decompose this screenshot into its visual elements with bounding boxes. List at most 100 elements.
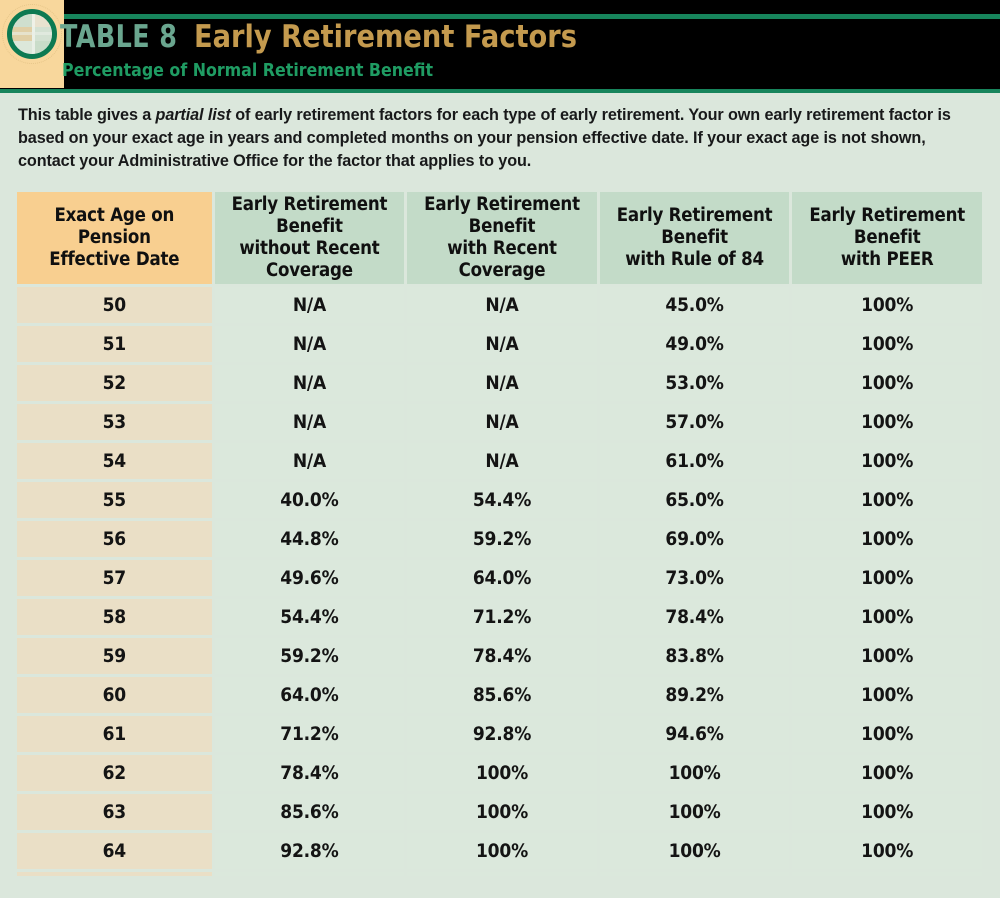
logo-tile	[0, 0, 64, 88]
table-header-row: Exact Age on Pension Effective Date Earl…	[17, 192, 982, 284]
peer-cell: 100%	[792, 755, 982, 791]
without-recent-coverage-cell: N/A	[214, 365, 405, 401]
age-cell: 57	[17, 560, 212, 596]
peer-cell: 100%	[792, 521, 982, 557]
column-header-line-2: Effective Date	[49, 249, 180, 270]
peer-cell: 100%	[792, 482, 982, 518]
with-recent-coverage-cell: 64.0%	[407, 560, 597, 596]
peer-cell: 100%	[792, 404, 982, 440]
without-recent-coverage-cell: 44.8%	[214, 521, 405, 557]
age-cell: 60	[17, 677, 212, 713]
with-recent-coverage-cell: 78.4%	[407, 638, 597, 674]
age-cell: 56	[17, 521, 212, 557]
rule-of-84-cell: 65.0%	[599, 482, 790, 518]
age-cell: 53	[17, 404, 212, 440]
column-header-with-recent-coverage: Early Retirement Benefit with Recent Cov…	[407, 192, 597, 284]
with-recent-coverage-cell: 59.2%	[407, 521, 597, 557]
column-header-line-1: Early Retirement Benefit	[616, 205, 773, 248]
rule-of-84-cell: 89.2%	[599, 677, 790, 713]
age-cell: 64	[17, 833, 212, 869]
table-row: 58 54.4% 71.2% 78.4% 100%	[17, 599, 982, 635]
with-recent-coverage-cell: N/A	[407, 404, 597, 440]
column-header-exact-age: Exact Age on Pension Effective Date	[17, 192, 212, 284]
rule-of-84-cell: 94.6%	[599, 716, 790, 752]
with-recent-coverage-cell: 71.2%	[407, 599, 597, 635]
age-cell: 59	[17, 638, 212, 674]
header-top-rule	[0, 14, 1000, 19]
with-recent-coverage-cell: 100%	[407, 833, 597, 869]
peer-cell: 100%	[792, 638, 982, 674]
table-row: 52 N/A N/A 53.0% 100%	[17, 365, 982, 401]
page-title: TABLE 8 Early Retirement Factors	[60, 22, 629, 53]
with-recent-coverage-cell: 85.6%	[407, 677, 597, 713]
with-recent-coverage-cell: N/A	[407, 365, 597, 401]
table-row: 51 N/A N/A 49.0% 100%	[17, 326, 982, 362]
table-row: 59 59.2% 78.4% 83.8% 100%	[17, 638, 982, 674]
rule-of-84-cell: 100%	[599, 833, 790, 869]
rule-of-84-cell: 45.0%	[599, 287, 790, 323]
without-recent-coverage-cell: 78.4%	[214, 755, 405, 791]
page-header-bar: TABLE 8 Early Retirement Factors Percent…	[0, 0, 1000, 93]
rule-of-84-cell: 53.0%	[599, 365, 790, 401]
with-recent-coverage-cell: 92.8%	[407, 716, 597, 752]
without-recent-coverage-cell: 85.6%	[214, 794, 405, 830]
peer-cell: 100%	[792, 833, 982, 869]
without-recent-coverage-cell: 59.2%	[214, 638, 405, 674]
with-recent-coverage-cell: 100%	[407, 755, 597, 791]
table-body: 50 N/A N/A 45.0% 100% 51 N/A N/A 49.0% 100% 52 N/A N…	[17, 287, 982, 898]
with-recent-coverage-cell: N/A	[407, 443, 597, 479]
without-recent-coverage-cell: 64.0%	[214, 677, 405, 713]
without-recent-coverage-cell: 54.4%	[214, 599, 405, 635]
early-retirement-factors-table-wrapper: Exact Age on Pension Effective Date Earl…	[14, 189, 985, 898]
without-recent-coverage-cell: N/A	[214, 443, 405, 479]
column-header-line-1: Exact Age on Pension	[54, 205, 175, 248]
table-row: 56 44.8% 59.2% 69.0% 100%	[17, 521, 982, 557]
column-header-line-1: Early Retirement Benefit	[424, 194, 580, 237]
without-recent-coverage-cell: 71.2%	[214, 716, 405, 752]
without-recent-coverage-cell: N/A	[214, 287, 405, 323]
age-cell: 52	[17, 365, 212, 401]
peer-cell: 100%	[792, 365, 982, 401]
rule-of-84-cell: 57.0%	[599, 404, 790, 440]
column-header-line-1: Early Retirement Benefit	[809, 205, 966, 248]
intro-text-part2: of early retirement factors for each typ…	[18, 106, 951, 170]
table-row: 57 49.6% 64.0% 73.0% 100%	[17, 560, 982, 596]
header-bottom-rule	[0, 89, 1000, 93]
with-recent-coverage-cell: 100%	[407, 794, 597, 830]
table-number-label: TABLE 8	[60, 19, 178, 55]
column-header-line-2: with Rule of 84	[625, 249, 764, 270]
table-row: 64 92.8% 100% 100% 100%	[17, 833, 982, 869]
without-recent-coverage-cell: 49.6%	[214, 560, 405, 596]
rule-of-84-cell: 61.0%	[599, 443, 790, 479]
intro-text-part1: This table gives a	[18, 106, 156, 124]
age-cell: 51	[17, 326, 212, 362]
intro-paragraph: This table gives a partial list of early…	[18, 104, 984, 173]
age-cell: 58	[17, 599, 212, 635]
table-row: 61 71.2% 92.8% 94.6% 100%	[17, 716, 982, 752]
intro-emphasis: partial list	[155, 106, 231, 124]
table-row: 60 64.0% 85.6% 89.2% 100%	[17, 677, 982, 713]
table-title-label: Early Retirement Factors	[193, 19, 577, 55]
without-recent-coverage-cell: N/A	[214, 326, 405, 362]
without-recent-coverage-cell: 40.0%	[214, 482, 405, 518]
peer-cell: 100%	[792, 443, 982, 479]
age-cell: 62	[17, 755, 212, 791]
rule-of-84-cell: 78.4%	[599, 599, 790, 635]
table-subtitle: Percentage of Normal Retirement Benefit	[62, 60, 434, 81]
without-recent-coverage-cell: N/A	[214, 404, 405, 440]
with-recent-coverage-cell: 54.4%	[407, 482, 597, 518]
column-header-line-2: with PEER	[840, 249, 934, 270]
table-row: 63 85.6% 100% 100% 100%	[17, 794, 982, 830]
peer-cell: 100%	[792, 287, 982, 323]
early-retirement-factors-table: Exact Age on Pension Effective Date Earl…	[14, 189, 985, 898]
page-bottom-fill	[0, 876, 1000, 898]
column-header-line-2: with Recent Coverage	[447, 238, 557, 281]
age-cell: 55	[17, 482, 212, 518]
age-cell: 54	[17, 443, 212, 479]
rule-of-84-cell: 69.0%	[599, 521, 790, 557]
rule-of-84-cell: 73.0%	[599, 560, 790, 596]
table-row: 55 40.0% 54.4% 65.0% 100%	[17, 482, 982, 518]
table-header: Exact Age on Pension Effective Date Earl…	[17, 192, 982, 284]
column-header-rule-of-84: Early Retirement Benefit with Rule of 84	[599, 192, 790, 284]
age-cell: 63	[17, 794, 212, 830]
